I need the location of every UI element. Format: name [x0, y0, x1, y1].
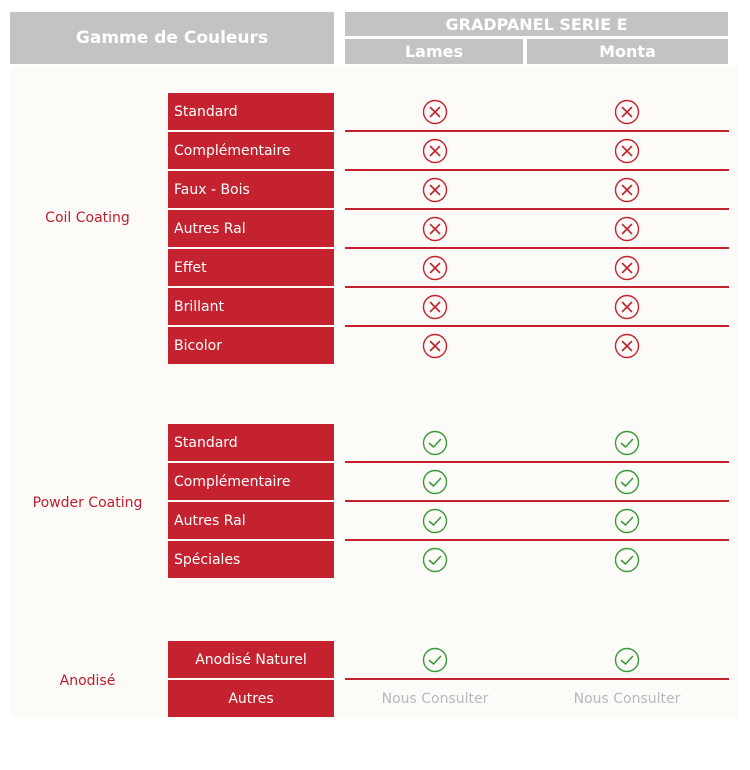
check-icon [422, 508, 448, 533]
check-icon [614, 508, 640, 533]
cross-icon [614, 255, 640, 280]
category-label: Coil Coating [45, 210, 130, 226]
cell-monta [537, 210, 717, 247]
check-icon [614, 469, 640, 494]
table-title-header: Gamme de Couleurs [10, 12, 334, 64]
cell-lames [345, 132, 525, 169]
row-label: Standard [168, 424, 334, 461]
cross-icon [614, 138, 640, 163]
product-header: GRADPANEL SERIE E [345, 12, 728, 36]
row-divider [345, 247, 729, 249]
row-label: Bicolor [168, 327, 334, 364]
row-divider [345, 539, 729, 541]
cell-lames [345, 249, 525, 286]
cross-icon [614, 99, 640, 124]
row-label: Anodisé Naturel [168, 641, 334, 678]
cross-icon [614, 216, 640, 241]
table-title: Gamme de Couleurs [75, 28, 269, 48]
check-icon [422, 647, 448, 672]
row-divider [345, 286, 729, 288]
cell-monta [537, 424, 717, 461]
row-label: Brillant [168, 288, 334, 325]
column-label-lames: Lames [404, 42, 464, 61]
row-divider [345, 500, 729, 502]
cell-lames [345, 424, 525, 461]
cross-icon [422, 294, 448, 319]
row-label: Autres [168, 680, 334, 717]
category-label: Anodisé [59, 673, 116, 689]
table-background [10, 66, 738, 718]
cell-monta [537, 502, 717, 539]
cell-lames [345, 288, 525, 325]
cross-icon [614, 333, 640, 358]
check-icon [614, 430, 640, 455]
row-divider [345, 208, 729, 210]
cross-icon [422, 333, 448, 358]
row-label: Complémentaire [168, 463, 334, 500]
cross-icon [422, 99, 448, 124]
row-label: Complémentaire [168, 132, 334, 169]
row-label: Faux - Bois [168, 171, 334, 208]
row-label: Effet [168, 249, 334, 286]
check-icon [422, 430, 448, 455]
cell-monta [537, 132, 717, 169]
cell-monta [537, 463, 717, 500]
category-label: Powder Coating [32, 495, 143, 511]
cell-monta [537, 171, 717, 208]
column-header-monta: Monta [527, 39, 728, 64]
row-label: Spéciales [168, 541, 334, 578]
cell-monta [537, 93, 717, 130]
cell-lames [345, 541, 525, 578]
row-divider [345, 130, 729, 132]
cell-lames [345, 210, 525, 247]
cross-icon [422, 255, 448, 280]
cross-icon [422, 177, 448, 202]
consult-note: Nous Consulter [381, 690, 489, 707]
row-divider [345, 678, 729, 680]
cell-lames [345, 171, 525, 208]
cell-monta [537, 288, 717, 325]
row-label: Autres Ral [168, 502, 334, 539]
row-divider [345, 169, 729, 171]
cell-monta: Nous Consulter [537, 680, 717, 717]
check-icon [422, 469, 448, 494]
cell-lames: Nous Consulter [345, 680, 525, 717]
row-divider [345, 325, 729, 327]
product-name: GRADPANEL SERIE E [445, 14, 628, 34]
cross-icon [422, 138, 448, 163]
row-label: Standard [168, 93, 334, 130]
column-label-monta: Monta [599, 42, 656, 61]
cell-lames [345, 641, 525, 678]
check-icon [614, 647, 640, 672]
check-icon [422, 547, 448, 572]
row-divider [345, 461, 729, 463]
row-label: Autres Ral [168, 210, 334, 247]
cell-monta [537, 327, 717, 364]
cell-monta [537, 249, 717, 286]
cell-lames [345, 93, 525, 130]
cell-monta [537, 541, 717, 578]
cross-icon [422, 216, 448, 241]
cross-icon [614, 294, 640, 319]
cell-lames [345, 327, 525, 364]
cell-lames [345, 502, 525, 539]
check-icon [614, 547, 640, 572]
consult-note: Nous Consulter [573, 690, 681, 707]
column-header-lames: Lames [345, 39, 523, 64]
cell-monta [537, 641, 717, 678]
cross-icon [614, 177, 640, 202]
cell-lames [345, 463, 525, 500]
